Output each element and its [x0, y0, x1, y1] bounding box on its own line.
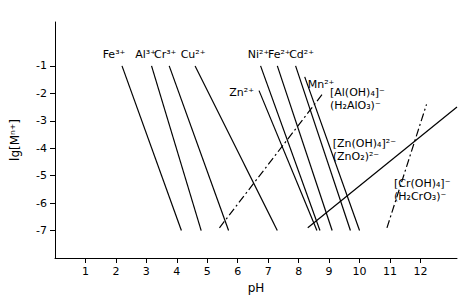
svg-text:7: 7 [265, 265, 272, 278]
svg-text:Mn²⁺: Mn²⁺ [307, 78, 335, 92]
svg-text:(H₂AlO₃)⁻: (H₂AlO₃)⁻ [330, 99, 381, 112]
svg-text:10: 10 [353, 265, 367, 278]
svg-text:3: 3 [143, 265, 150, 278]
svg-text:Fe²⁺: Fe²⁺ [268, 48, 291, 61]
svg-text:5: 5 [204, 265, 211, 278]
svg-text:(ZnO₂)²⁻: (ZnO₂)²⁻ [333, 150, 380, 163]
svg-text:lg[Mⁿ⁺]: lg[Mⁿ⁺] [8, 119, 22, 161]
svg-text:Ni²⁺: Ni²⁺ [248, 48, 270, 61]
svg-text:2: 2 [112, 265, 119, 278]
svg-text:12: 12 [413, 265, 427, 278]
svg-text:Cu²⁺: Cu²⁺ [181, 48, 206, 61]
svg-text:4: 4 [173, 265, 180, 278]
svg-text:-5: -5 [36, 169, 47, 182]
svg-text:Al³⁺: Al³⁺ [135, 48, 156, 61]
svg-text:-3: -3 [36, 114, 47, 127]
svg-text:Zn²⁺: Zn²⁺ [229, 86, 254, 99]
svg-text:-2: -2 [36, 87, 47, 100]
svg-text:11: 11 [383, 265, 397, 278]
svg-text:-6: -6 [36, 197, 47, 210]
svg-text:(H₂CrO₃)⁻: (H₂CrO₃)⁻ [394, 190, 447, 203]
svg-text:-1: -1 [36, 59, 47, 72]
svg-text:[Cr(OH)₄]⁻: [Cr(OH)₄]⁻ [394, 177, 451, 190]
svg-text:Cr³⁺: Cr³⁺ [154, 48, 177, 61]
svg-text:[Al(OH)₄]⁻: [Al(OH)₄]⁻ [330, 86, 385, 99]
svg-text:6: 6 [234, 265, 241, 278]
svg-text:1: 1 [82, 265, 89, 278]
svg-text:8: 8 [295, 265, 302, 278]
svg-text:Cd²⁺: Cd²⁺ [289, 48, 314, 61]
svg-text:[Zn(OH)₄]²⁻: [Zn(OH)₄]²⁻ [333, 137, 396, 150]
svg-text:-7: -7 [36, 224, 47, 237]
svg-text:Fe³⁺: Fe³⁺ [103, 48, 126, 61]
svg-text:9: 9 [326, 265, 333, 278]
svg-text:pH: pH [248, 281, 265, 295]
svg-text:-4: -4 [36, 142, 47, 155]
